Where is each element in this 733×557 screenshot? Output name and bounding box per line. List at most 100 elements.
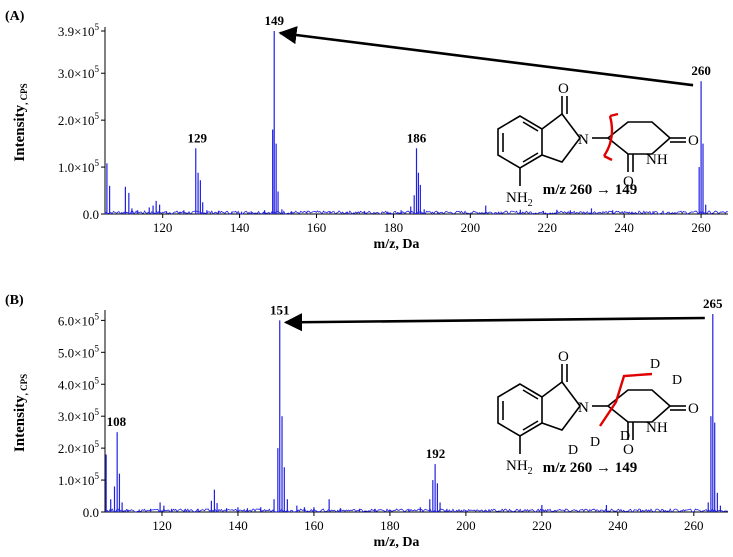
peak-label: 151 [270, 302, 290, 317]
atom-nh2: NH2 [506, 458, 533, 477]
baseline-noise [104, 508, 728, 513]
y-tick-label: 3.0×105 [58, 64, 100, 81]
atom-o: O [623, 442, 634, 458]
y-axis-label: Intensity, CPS [12, 83, 29, 161]
subscript: 2 [528, 466, 533, 477]
peak-label: 265 [703, 296, 723, 311]
atom-nh: NH [646, 420, 668, 436]
peak-label: 108 [107, 414, 127, 429]
peak-label: 129 [188, 130, 208, 145]
y-tick-label: 1.0×105 [58, 471, 100, 488]
lactam-ring [541, 380, 581, 431]
cleavage-tick [609, 112, 619, 118]
cleavage-line [599, 372, 653, 427]
x-tick-label: 180 [384, 220, 404, 235]
peak-label: 149 [264, 13, 284, 28]
structure-caption: m/z 260 → 149 [543, 182, 638, 198]
lactam-ring [541, 112, 581, 163]
x-tick-label: 120 [152, 518, 172, 533]
y-axis-unit: , CPS [19, 83, 29, 105]
molecule-structure: O N NH2 O O NH [497, 81, 699, 209]
y-tick-exponent: 5 [95, 439, 100, 449]
spectrum-series [104, 31, 728, 215]
atom-o: O [623, 174, 634, 190]
peak-label: 192 [426, 446, 446, 461]
x-tick-label: 180 [380, 518, 400, 533]
x-tick-label: 200 [461, 220, 481, 235]
x-tick-label: 260 [684, 518, 704, 533]
atom-o: O [688, 133, 699, 149]
y-tick-label: 0.0 [83, 505, 99, 520]
benzene-ring [497, 115, 543, 169]
atom-d: D [590, 435, 600, 450]
y-tick-exponent: 5 [95, 158, 100, 168]
peak-label: 260 [691, 63, 711, 78]
panel-label: (B) [5, 293, 24, 308]
x-tick-label: 160 [307, 220, 327, 235]
benzene-double-bond [522, 121, 539, 132]
y-tick-exponent: 5 [95, 64, 100, 74]
y-tick-label: 1.0×105 [58, 158, 100, 175]
y-tick-label: 4.0×105 [58, 375, 100, 392]
y-tick-label: 3.9×105 [58, 22, 100, 39]
fragmentation-arrow [278, 26, 694, 87]
glutarimide-ring [607, 121, 672, 155]
cleavage-tick [603, 154, 613, 162]
y-axis-unit: , CPS [19, 374, 29, 396]
y-tick-exponent: 5 [95, 343, 100, 353]
benzene-double-bond [522, 152, 539, 163]
atom-d: D [650, 357, 660, 372]
chart-panel: (B) 0.0 1.0×105 2.0×105 3.0×105 4.0×105 5.0×10… [5, 293, 728, 550]
y-tick-exponent: 5 [95, 111, 100, 121]
cleavage-line [602, 115, 614, 157]
y-tick-label: 6.0×105 [58, 311, 100, 328]
y-tick-label: 2.0×105 [58, 111, 100, 128]
atom-nh2: NH2 [506, 190, 533, 209]
atom-d: D [568, 443, 578, 458]
atom-o: O [558, 349, 569, 365]
x-tick-label: 120 [153, 220, 173, 235]
y-tick-label: 3.0×105 [58, 407, 100, 424]
x-tick-label: 240 [614, 220, 634, 235]
x-tick-label: 260 [691, 220, 711, 235]
x-axis-label: m/z, Da [374, 237, 420, 252]
y-tick-exponent: 5 [95, 375, 100, 385]
x-tick-label: 140 [230, 220, 250, 235]
y-axis-label: Intensity, CPS [12, 374, 29, 452]
baseline-noise [104, 210, 728, 215]
x-axis-label: m/z, Da [374, 535, 420, 550]
y-tick-label: 0.0 [83, 207, 99, 222]
chart-panel: (A) 0.0 1.0×105 2.0×105 3.0×105 3.9×105 120 140… [5, 9, 728, 252]
atom-d: D [672, 373, 682, 388]
y-tick-exponent: 5 [95, 471, 100, 481]
x-tick-label: 240 [608, 518, 628, 533]
x-tick-label: 160 [304, 518, 324, 533]
subscript: 2 [528, 198, 533, 209]
panel-label: (A) [5, 9, 25, 24]
x-tick-label: 220 [532, 518, 552, 533]
x-tick-label: 220 [538, 220, 558, 235]
structure-caption: m/z 260 → 149 [543, 460, 638, 476]
atom-n: N [578, 400, 589, 416]
atom-n: N [578, 132, 589, 148]
fragmentation-arrow [283, 313, 705, 332]
benzene-ring [497, 383, 543, 437]
atom-nh: NH [646, 152, 668, 168]
y-tick-exponent: 5 [95, 22, 100, 32]
spectrum-series [104, 314, 728, 513]
peak-label: 186 [407, 130, 427, 145]
y-tick-label: 5.0×105 [58, 343, 100, 360]
atom-o: O [688, 401, 699, 417]
y-tick-label: 2.0×105 [58, 439, 100, 456]
benzene-double-bond [522, 420, 539, 431]
atom-o: O [558, 81, 569, 97]
x-tick-label: 200 [456, 518, 476, 533]
benzene-double-bond [522, 389, 539, 400]
y-tick-exponent: 5 [95, 311, 100, 321]
atom-d: D [620, 429, 630, 444]
x-tick-label: 140 [228, 518, 248, 533]
y-tick-exponent: 5 [95, 407, 100, 417]
